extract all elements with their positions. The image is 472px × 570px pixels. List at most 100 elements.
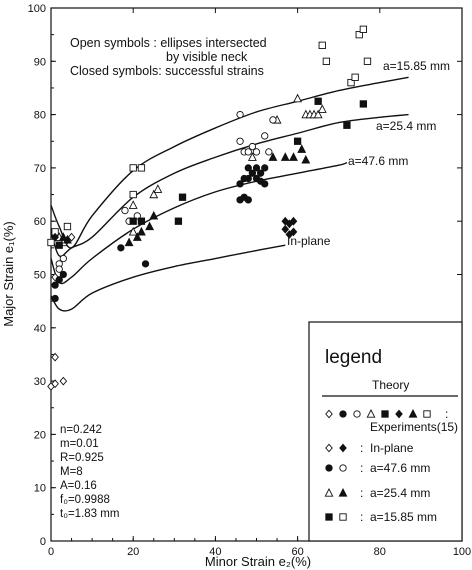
data-point-closed-diamond: [285, 230, 294, 239]
legend-symbol-triangle: [366, 409, 376, 418]
data-point-closed-triangle: [132, 232, 142, 241]
data-point-closed-diamond: [51, 232, 59, 242]
data-point-open-diamond: [67, 232, 76, 242]
theory-curves: [50, 76, 409, 312]
legend-a47-symbols: :: [325, 461, 363, 475]
legend-title: legend: [325, 347, 382, 368]
data-point-closed-circle: [244, 174, 252, 183]
y-tick-label: 0: [40, 536, 46, 548]
data-point-open-circle: [261, 132, 269, 140]
data-point-open-square: [63, 222, 72, 231]
legend-inplane-label: In-plane: [370, 441, 414, 455]
data-point-open-triangle: [317, 104, 327, 113]
data-point-closed-circle: [256, 169, 265, 177]
data-point-open-square: [363, 57, 372, 65]
data-point-open-square: [347, 78, 355, 87]
theory-curve-a-25-4-mm: [50, 113, 409, 258]
y-axis-label: Major Strain e₁(%): [1, 221, 16, 327]
data-point-closed-triangle: [289, 152, 298, 161]
legend-symbol-diamond: [325, 443, 333, 453]
data-point-open-circle: [265, 148, 273, 156]
param-f0: f₀=0.9988: [60, 494, 110, 506]
legend-a47-label: a=47.6 mm: [370, 461, 430, 475]
data-point-open-square: [359, 25, 368, 33]
data-point-open-square: [137, 164, 146, 172]
data-point-open-square: [351, 73, 359, 81]
data-point-closed-square: [174, 217, 183, 225]
legend-symbol-square: [423, 410, 431, 418]
data-point-closed-circle: [141, 260, 150, 268]
x-tick-label: 80: [374, 546, 386, 558]
data-point-closed-circle: [117, 244, 125, 252]
param-n: n=0.242: [60, 424, 102, 436]
legend-symbol-triangle: [338, 488, 348, 497]
data-point-closed-triangle: [136, 226, 146, 236]
data-point-open-square: [355, 31, 363, 39]
y-tick-label: 70: [34, 163, 46, 175]
y-tick-label: 40: [34, 323, 46, 335]
data-point-open-triangle: [247, 152, 257, 161]
data-point-closed-triangle: [124, 237, 134, 247]
data-point-closed-triangle: [280, 152, 290, 161]
legend-symbol-diamond: [395, 409, 403, 419]
legend-experiments-symbols: :: [325, 407, 448, 421]
legend-experiments-label: Experiments(15): [370, 420, 458, 434]
data-point-closed-circle: [236, 180, 244, 188]
legend-a25-symbols: :: [324, 486, 363, 500]
y-tick-label: 30: [34, 376, 46, 388]
theory-curve-a-47-6-mm: [50, 161, 348, 285]
data-point-open-triangle: [313, 109, 323, 119]
data-point-open-square: [129, 164, 137, 172]
x-tick-label: 40: [209, 546, 221, 558]
data-point-open-diamond: [51, 379, 59, 389]
legend-colon: :: [360, 461, 363, 475]
data-point-closed-square: [293, 137, 302, 145]
theory-curve-a-15-85-mm: [50, 76, 409, 249]
data-point-closed-triangle: [149, 210, 159, 220]
data-point-open-diamond: [51, 352, 59, 362]
data-point-closed-square: [129, 217, 137, 225]
legend-symbol-diamond: [339, 443, 347, 453]
data-point-open-circle: [236, 110, 244, 119]
y-tick-label: 10: [34, 483, 46, 495]
data-point-open-circle: [59, 254, 67, 263]
data-point-closed-diamond: [281, 216, 290, 226]
y-tick-label: 60: [34, 216, 46, 228]
legend-symbol-square: [339, 513, 347, 521]
note-line-3: Closed symbols: successful strains: [70, 64, 264, 78]
x-tick-label: 20: [127, 546, 139, 558]
data-point-closed-triangle: [58, 232, 68, 241]
data-point-open-square: [318, 41, 326, 49]
data-point-closed-circle: [51, 294, 59, 303]
data-point-open-triangle: [293, 93, 303, 103]
data-point-closed-diamond: [281, 224, 290, 234]
y-tick-label: 90: [34, 56, 46, 68]
data-point-closed-square: [137, 217, 146, 225]
data-point-open-diamond: [59, 376, 68, 386]
data-point-closed-circle: [51, 281, 59, 289]
data-point-open-triangle: [128, 226, 138, 236]
data-point-open-circle: [244, 148, 252, 156]
x-tick-label: 60: [291, 546, 303, 558]
x-tick-label: 100: [453, 546, 471, 558]
param-A: A=0.16: [60, 480, 97, 492]
legend-symbol-triangle: [408, 409, 418, 418]
data-point-closed-square: [314, 97, 322, 105]
data-point-open-circle: [133, 212, 141, 220]
data-point-open-circle: [121, 206, 129, 215]
note-line-1: Open symbols : ellipses intersected: [70, 36, 267, 50]
data-point-open-square: [129, 190, 137, 199]
data-point-closed-triangle: [301, 154, 311, 164]
data-point-closed-circle: [248, 169, 257, 177]
legend-a15-symbols: :: [325, 510, 363, 524]
x-axis-label: Minor Strain e₂(%): [205, 554, 311, 569]
data-point-open-circle: [248, 142, 257, 151]
data-point-closed-triangle: [145, 221, 155, 231]
legend-box: [308, 321, 463, 542]
data-point-open-circle: [269, 116, 277, 124]
param-t0: t₀=1.83 mm: [60, 508, 119, 520]
legend-symbol-circle: [353, 410, 361, 418]
param-m: m=0.01: [60, 438, 99, 450]
data-point-open-triangle: [128, 200, 138, 209]
